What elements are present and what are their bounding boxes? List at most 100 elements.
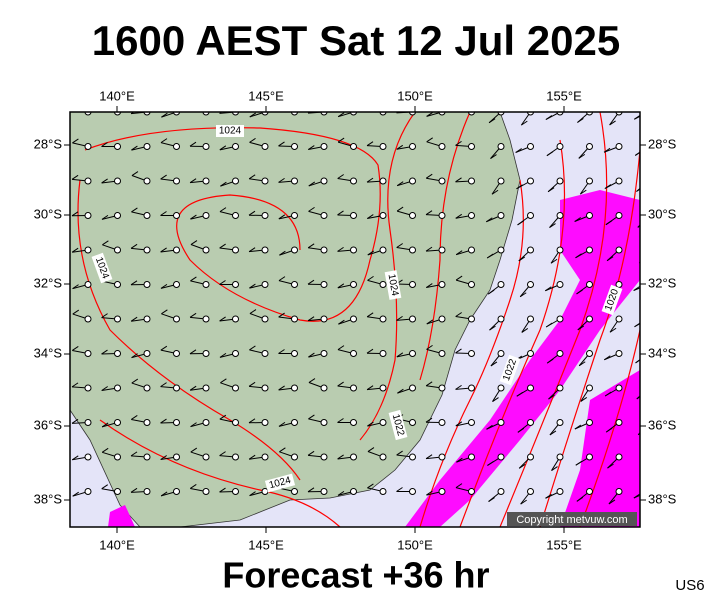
barb-flag (101, 447, 109, 453)
strong-wind-area (405, 190, 640, 527)
barb-flag (219, 414, 227, 420)
station (646, 178, 652, 184)
station (232, 177, 239, 185)
barb-flag (248, 247, 256, 253)
barb-flag (455, 421, 463, 427)
station (438, 488, 446, 495)
station (350, 488, 357, 495)
barb-flag (189, 141, 197, 147)
station (438, 143, 446, 150)
barb-flag (425, 210, 433, 216)
barb-flag (551, 466, 558, 471)
isobar-label-box (91, 252, 113, 284)
barb-flag (307, 279, 315, 285)
barb-flag (609, 120, 616, 126)
barb-flag (487, 289, 495, 295)
station (202, 488, 210, 495)
lat-label: 32°S (648, 275, 677, 290)
station (261, 315, 269, 323)
barb-flag (278, 214, 286, 220)
station (615, 281, 623, 288)
station (527, 384, 534, 392)
strong-wind-area (108, 505, 135, 527)
lat-label: 32°S (34, 275, 63, 290)
barb-flag (426, 112, 433, 117)
station (320, 350, 328, 357)
station (497, 384, 505, 392)
station (350, 419, 357, 426)
station (497, 212, 505, 219)
station (291, 143, 298, 150)
station (586, 350, 593, 357)
barb-flag (160, 247, 167, 253)
barb-flag (517, 427, 525, 433)
station (586, 281, 593, 288)
station (114, 246, 121, 254)
barb-flag (307, 316, 315, 322)
barb-flag (634, 151, 640, 156)
isobar-label-box (601, 284, 623, 316)
station (409, 384, 416, 392)
barb-flag (455, 348, 462, 354)
barb-flag (249, 137, 256, 143)
isobar-label: 1022 (388, 409, 408, 441)
barb-flag (219, 487, 226, 493)
station (84, 453, 92, 461)
station (350, 246, 357, 254)
barb-flag (101, 313, 108, 319)
barb-flag (190, 422, 197, 428)
barb-flag (72, 284, 79, 290)
barb-flag (366, 141, 374, 147)
barb-flag (455, 213, 463, 219)
station (173, 453, 180, 461)
barb-flag (486, 253, 494, 259)
station (232, 281, 239, 288)
barb-flag (219, 207, 227, 213)
barb-flag (190, 214, 197, 220)
barb-flag (574, 424, 582, 430)
station (173, 177, 180, 185)
station (646, 247, 652, 253)
barb-flag (160, 138, 168, 144)
station (350, 453, 357, 461)
barb-flag (521, 328, 529, 333)
barb-flag (520, 499, 527, 505)
station (646, 454, 652, 460)
station (261, 384, 269, 392)
map-frame (69, 111, 641, 528)
barb-flag (519, 292, 527, 298)
station (615, 177, 623, 185)
barb-flag (603, 355, 611, 361)
barb-flag (131, 378, 139, 384)
barb-flag (130, 451, 138, 457)
barb-flag (366, 348, 374, 354)
station (261, 281, 269, 288)
barb-flag (71, 174, 79, 180)
station (202, 281, 210, 288)
barb-flag (337, 210, 344, 216)
barb-flag (426, 319, 434, 325)
barb-flag (161, 309, 168, 315)
station (320, 488, 328, 495)
barb-flag (308, 352, 315, 358)
barb-flag (101, 349, 108, 355)
barb-flag (577, 325, 585, 331)
station (320, 453, 328, 461)
station (84, 488, 92, 495)
station (143, 488, 151, 495)
station (143, 281, 151, 288)
station (143, 177, 151, 185)
barb-flag (455, 384, 462, 390)
barb-flag (278, 177, 285, 183)
barb-flag (72, 346, 79, 351)
station (586, 419, 593, 426)
barb-flag (71, 211, 79, 217)
station (556, 315, 564, 323)
barb-flag (548, 394, 555, 400)
station (114, 453, 121, 461)
station (114, 384, 121, 392)
barb-flag (456, 105, 462, 109)
station (114, 281, 121, 288)
barb-flag (425, 381, 433, 387)
barb-flag (130, 280, 138, 286)
